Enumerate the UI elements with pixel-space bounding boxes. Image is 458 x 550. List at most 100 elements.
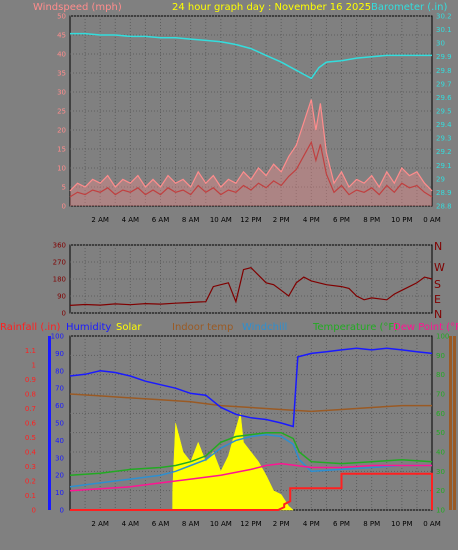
humidity-axis-bar [48, 336, 51, 510]
temperature-axis-tick: 80 [436, 371, 445, 379]
temperature-axis-tick: 30 [436, 468, 445, 476]
time-tick-label: 4 AM [122, 216, 140, 224]
rainfall-axis-tick: 0.2 [25, 478, 36, 486]
temperature-axis-tick: 50 [436, 429, 445, 437]
time-tick-label: 12 PM [240, 520, 261, 528]
barometer-axis-tick: 29.6 [436, 94, 452, 102]
barometer-axis-tick: 30.2 [436, 13, 452, 21]
windspeed-axis-tick: 25 [57, 108, 66, 116]
temperature-series-line [69, 431, 433, 476]
rainfall-axis-tick: 0.7 [25, 405, 36, 413]
time-tick-label: 4 PM [303, 216, 320, 224]
windspeed-area [70, 99, 432, 206]
humidity-axis-tick: 80 [55, 367, 64, 375]
barometer-series-line [70, 32, 432, 80]
rainfall-axis-tick: 0 [32, 507, 36, 515]
temperature-axis-tick: 10 [436, 507, 445, 515]
rainfall-axis-tick: 0.3 [25, 463, 36, 471]
temperature-axis-tick: 90 [436, 352, 445, 360]
time-tick-label: 2 PM [273, 216, 290, 224]
direction-axis-tick: 90 [57, 293, 66, 301]
humidity-axis-tick: 10 [55, 489, 64, 497]
time-tick-label: 2 PM [273, 520, 290, 528]
humidity-axis-tick: 30 [55, 454, 64, 462]
time-tick-label: 8 PM [363, 216, 380, 224]
humidity-axis-tick: 20 [55, 472, 64, 480]
barometer-axis-tick: 28.9 [436, 189, 452, 197]
direction-axis-tick: 360 [53, 242, 66, 250]
windspeed-axis-tick: 35 [57, 70, 66, 78]
temperature-axis-tick: 60 [436, 410, 445, 418]
rainfall-axis-tick: 0.1 [25, 492, 36, 500]
rainfall-axis-tick: 1.1 [25, 347, 36, 355]
temperature-axis-tick: 20 [436, 487, 445, 495]
dew-point-series-line [69, 462, 432, 492]
barometer-axis-tick: 29.3 [436, 135, 452, 143]
time-tick-label: 0 AM [423, 216, 441, 224]
windspeed-series-line [69, 99, 433, 192]
time-tick-label: 8 AM [182, 216, 200, 224]
barometer-axis-tick: 29.5 [436, 108, 452, 116]
time-tick-label: 6 AM [152, 520, 170, 528]
rainfall-axis-tick: 0.9 [25, 376, 36, 384]
windspeed-axis-tick: 50 [57, 13, 66, 21]
rainfall-axis-tick: 0.6 [25, 420, 37, 428]
wind-direction-series-line [69, 267, 433, 306]
rainfall-axis-tick: 0.5 [25, 434, 36, 442]
windspeed-axis-tick: 45 [57, 32, 66, 40]
barometer-axis-tick: 29.8 [436, 67, 452, 75]
windspeed-axis-tick: 15 [57, 146, 66, 154]
humidity-axis-tick: 50 [55, 420, 64, 428]
windspeed-axis-tick: 40 [57, 51, 66, 59]
time-tick-label: 6 PM [333, 216, 350, 224]
indoor-temp-series-line [69, 393, 432, 413]
time-tick-label: 4 PM [303, 520, 320, 528]
temperature-axis-tick: 70 [436, 391, 445, 399]
barometer-axis-tick: 29.9 [436, 53, 452, 61]
time-tick-label: 10 PM [391, 520, 412, 528]
time-tick-label: 6 AM [152, 216, 170, 224]
humidity-axis-tick: 0 [60, 507, 64, 515]
windspeed-axis-tick: 5 [62, 184, 66, 192]
barometer-axis-tick: 29 [436, 175, 445, 183]
windspeed-average-line [69, 140, 433, 198]
rainfall-axis-tick: 0.4 [25, 449, 37, 457]
temperature-axis-tick: 40 [436, 449, 445, 457]
humidity-axis-tick: 40 [55, 437, 64, 445]
humidity-series-line [69, 347, 433, 428]
time-tick-label: 2 AM [91, 216, 109, 224]
time-tick-label: 6 PM [333, 520, 350, 528]
time-tick-label: 12 PM [240, 216, 261, 224]
barometer-axis-tick: 29.1 [436, 162, 452, 170]
humidity-axis-tick: 70 [55, 385, 64, 393]
time-tick-label: 0 AM [423, 520, 441, 528]
humidity-axis-tick: 60 [55, 402, 64, 410]
barometer-axis-tick: 28.8 [436, 203, 452, 211]
time-tick-label: 4 AM [122, 520, 140, 528]
barometer-axis-tick: 30.1 [436, 26, 452, 34]
windspeed-axis-tick: 20 [57, 127, 66, 135]
direction-axis-tick: 270 [53, 259, 66, 267]
time-tick-label: 10 PM [391, 216, 412, 224]
barometer-axis-tick: 30 [436, 40, 445, 48]
rainfall-series-line [70, 472, 433, 511]
rainfall-axis-tick: 0.8 [25, 391, 36, 399]
time-tick-label: 8 AM [182, 520, 200, 528]
humidity-axis-tick: 90 [55, 350, 64, 358]
indoor-axis-bar [449, 336, 452, 510]
barometer-axis-tick: 29.2 [436, 148, 452, 156]
rainfall-axis-tick: 1 [32, 362, 36, 370]
humidity-axis-tick: 100 [51, 333, 64, 341]
time-tick-label: 10 AM [210, 520, 232, 528]
time-tick-label: 2 AM [91, 520, 109, 528]
time-tick-label: 10 AM [210, 216, 232, 224]
barometer-axis-tick: 29.7 [436, 80, 452, 88]
windspeed-axis-tick: 10 [57, 165, 66, 173]
direction-axis-tick: 180 [53, 276, 66, 284]
temperature-axis-tick: 100 [436, 333, 449, 341]
barometer-axis-tick: 29.4 [436, 121, 452, 129]
solar-area [172, 413, 294, 511]
windchill-series-line [69, 433, 432, 488]
windspeed-axis-tick: 30 [57, 89, 66, 97]
